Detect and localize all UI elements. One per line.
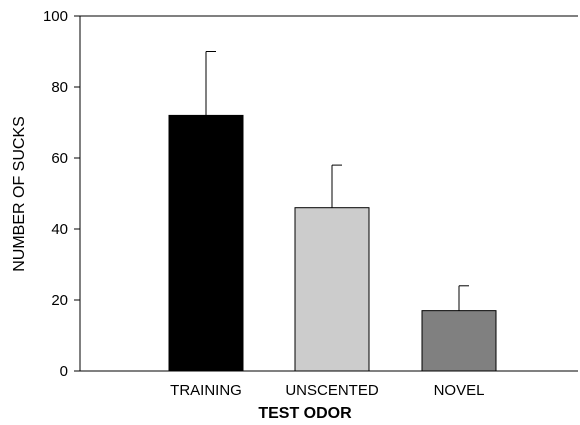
y-tick-label: 40: [51, 221, 68, 238]
x-tick-labels: TRAINING UNSCENTED NOVEL: [170, 382, 484, 399]
x-tick-label: TRAINING: [170, 382, 242, 399]
x-tick-label: UNSCENTED: [285, 382, 379, 399]
bar-training: [168, 114, 244, 372]
bar-unscented: [294, 207, 370, 372]
y-tick-label: 0: [60, 363, 68, 380]
y-ticks: 0 20 40 60 80 100: [43, 8, 80, 380]
y-tick-label: 100: [43, 8, 68, 25]
y-axis-title: NUMBER OF SUCKS: [11, 116, 28, 272]
x-axis-title: TEST ODOR: [258, 405, 352, 422]
y-tick-label: 60: [51, 150, 68, 167]
bar-novel: [421, 310, 497, 372]
bars: [168, 51, 497, 372]
y-tick-label: 80: [51, 79, 68, 96]
x-tick-label: NOVEL: [434, 382, 485, 399]
y-tick-label: 20: [51, 292, 68, 309]
